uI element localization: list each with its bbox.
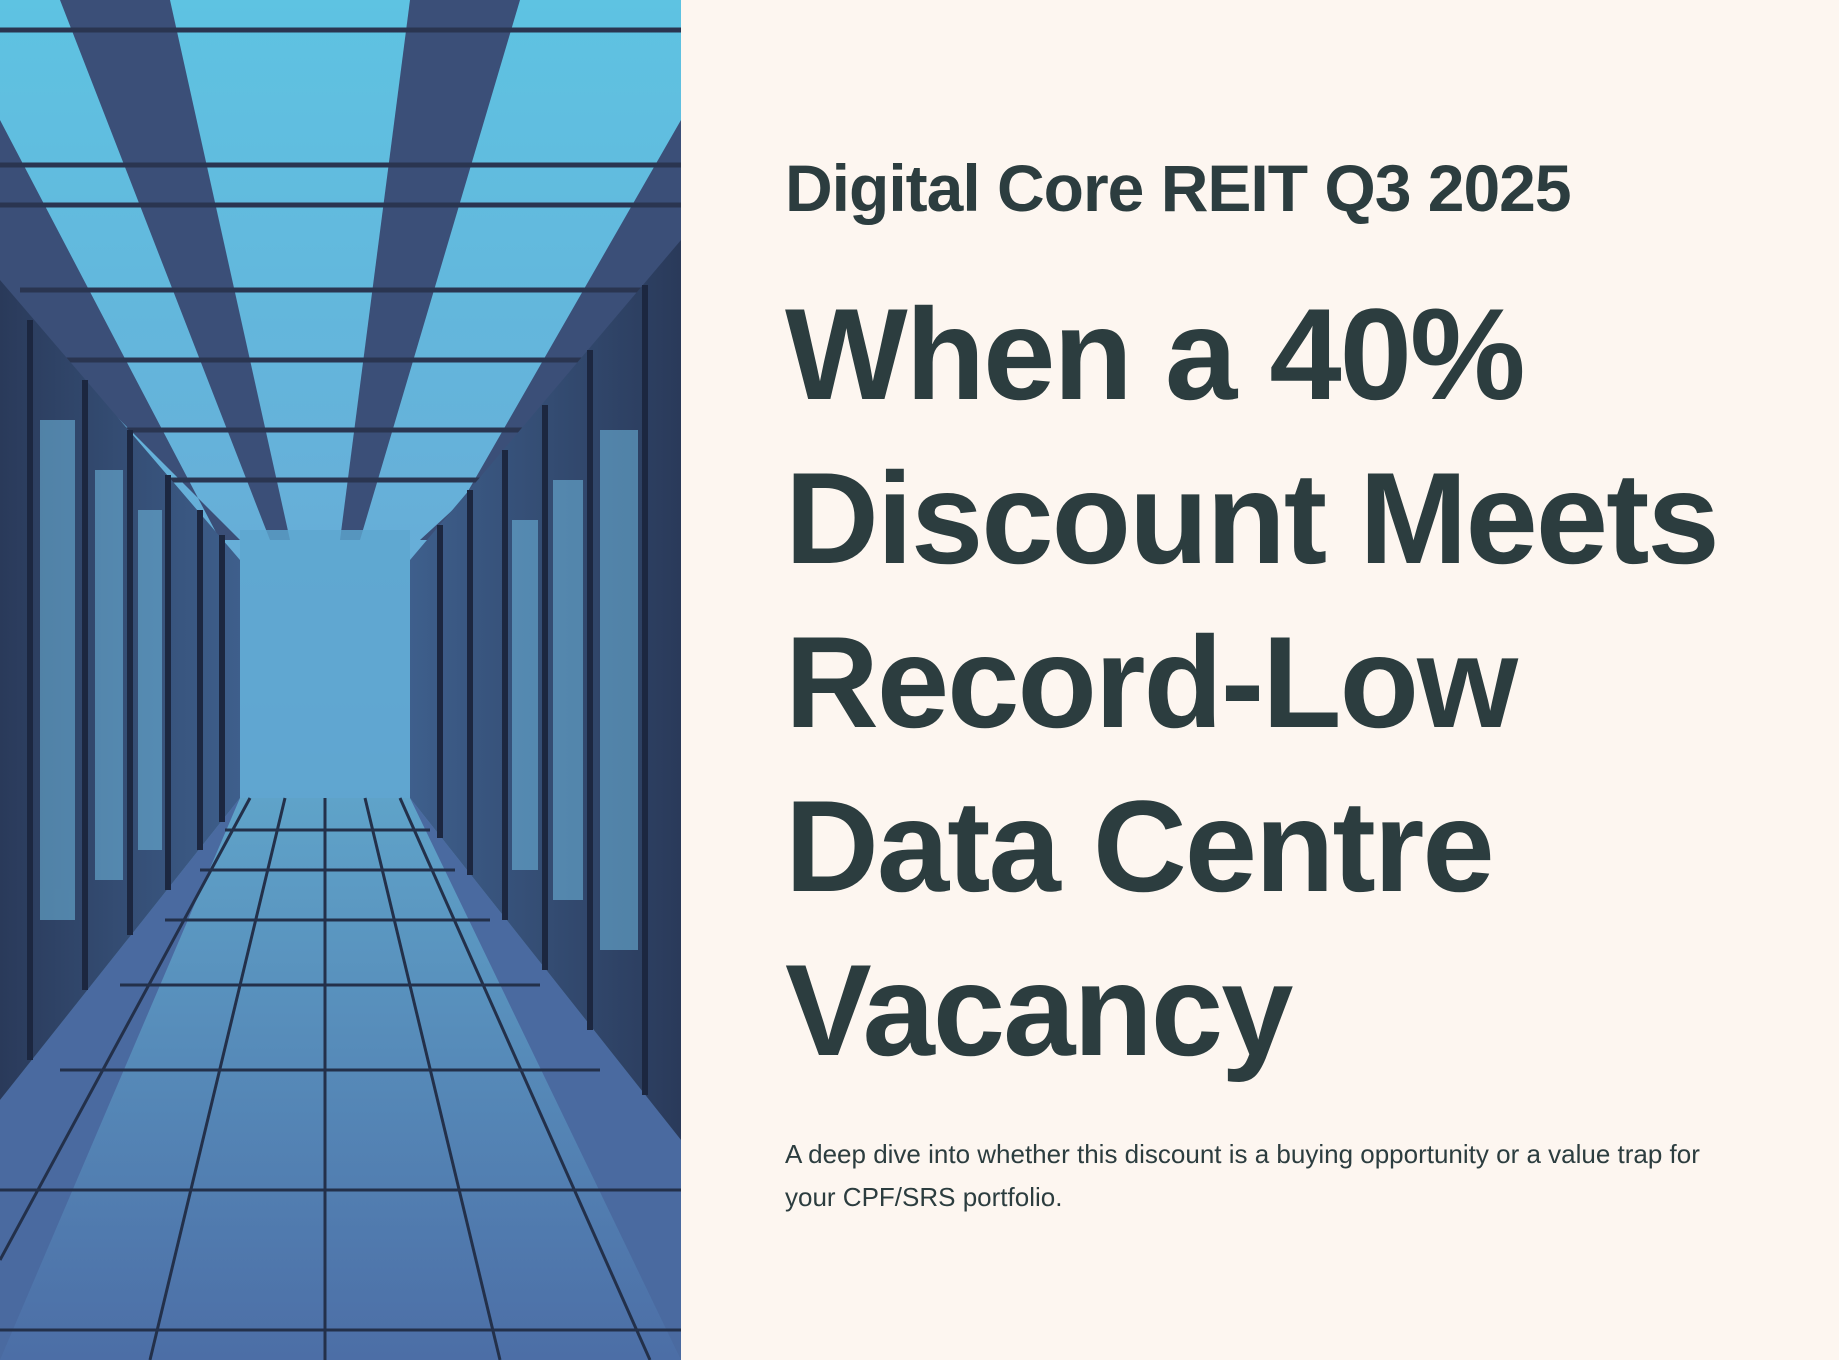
ceiling-lines — [0, 27, 681, 483]
floor-grid — [0, 797, 681, 1360]
subtitle: A deep dive into whether this discount i… — [785, 1139, 1700, 1212]
floor-right — [410, 798, 681, 1360]
kicker: Digital Core REIT Q3 2025 — [785, 151, 1572, 225]
floor — [0, 798, 681, 1360]
headline: When a 40% Discount Meets Record-Low Dat… — [785, 281, 1720, 1083]
hero-illustration — [0, 0, 681, 1360]
rack-dividers — [27, 285, 648, 1095]
corridor-end — [240, 530, 410, 800]
rack-lights — [40, 420, 638, 950]
floor-left — [0, 798, 240, 1360]
